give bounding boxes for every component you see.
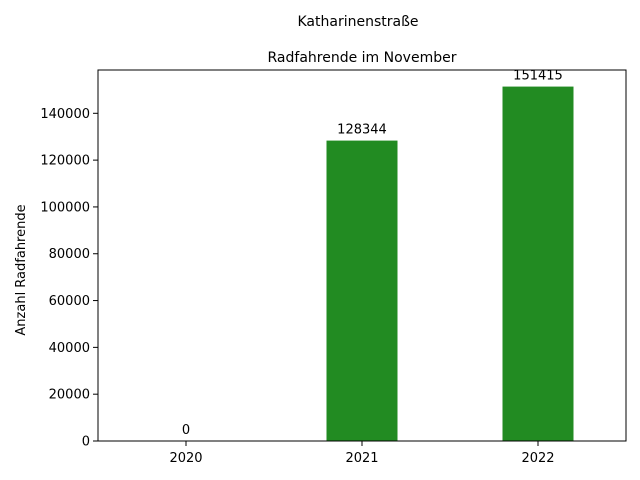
axes-frame <box>97 69 627 442</box>
x-tick-label-2020: 2020 <box>169 451 202 466</box>
x-tick-label-2022: 2022 <box>521 451 554 466</box>
data-label-2022: 151415 <box>513 69 563 84</box>
bar-2022 <box>502 86 574 441</box>
y-tick-label-140000: 140000 <box>40 107 90 122</box>
data-label-2020: 0 <box>182 423 190 438</box>
plot-area: 0 128344 151415 0 20000 40000 60000 80000 100000… <box>40 69 627 466</box>
y-tick-label-100000: 100000 <box>40 200 90 215</box>
bar-2021 <box>326 140 398 441</box>
chart-title: Radfahrende im November <box>268 50 457 66</box>
y-tick-label-20000: 20000 <box>49 388 90 403</box>
figure-suptitle: Katharinenstraße <box>297 14 418 30</box>
y-tick-label-0: 0 <box>82 435 90 450</box>
y-axis-label: Anzahl Radfahrende <box>14 204 29 335</box>
y-tick-label-40000: 40000 <box>49 341 90 356</box>
y-tick-label-80000: 80000 <box>49 247 90 262</box>
x-tick-label-2021: 2021 <box>345 451 378 466</box>
y-tick-label-60000: 60000 <box>49 294 90 309</box>
y-tick-label-120000: 120000 <box>40 154 90 169</box>
data-label-2021: 128344 <box>337 123 387 138</box>
